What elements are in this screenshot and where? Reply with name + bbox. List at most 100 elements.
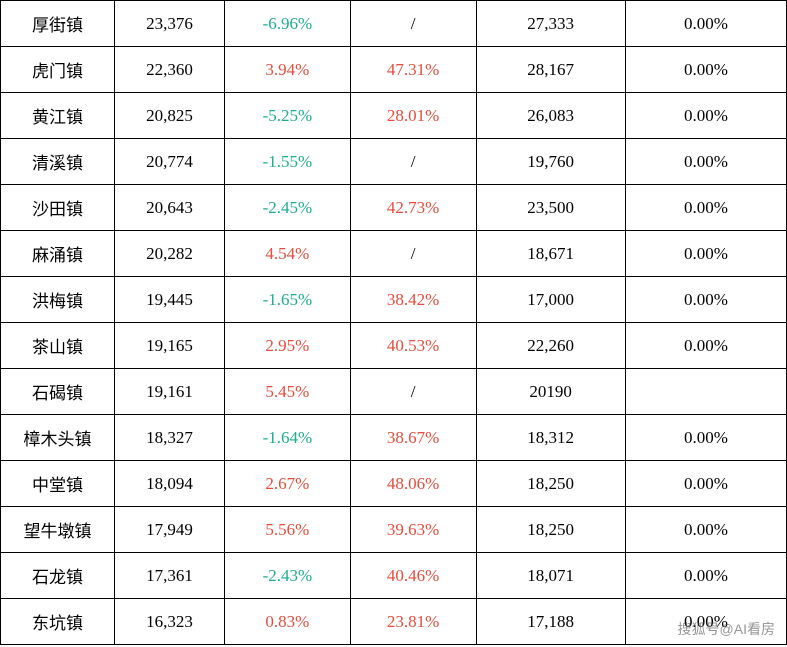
cell-name: 黄江镇 — [1, 93, 115, 139]
cell-price2: 18,312 — [476, 415, 625, 461]
table-row: 清溪镇20,774-1.55%/19,7600.00% — [1, 139, 787, 185]
cell-change1: 3.94% — [225, 47, 351, 93]
cell-change3: 0.00% — [625, 185, 786, 231]
cell-change1: 5.45% — [225, 369, 351, 415]
cell-change3: 0.00% — [625, 461, 786, 507]
table-row: 洪梅镇19,445-1.65%38.42%17,0000.00% — [1, 277, 787, 323]
cell-name: 沙田镇 — [1, 185, 115, 231]
table-row: 石龙镇17,361-2.43%40.46%18,0710.00% — [1, 553, 787, 599]
cell-price: 17,361 — [114, 553, 224, 599]
cell-price: 20,282 — [114, 231, 224, 277]
table-row: 望牛墩镇17,9495.56%39.63%18,2500.00% — [1, 507, 787, 553]
cell-price2: 22,260 — [476, 323, 625, 369]
cell-name: 石龙镇 — [1, 553, 115, 599]
cell-price: 18,094 — [114, 461, 224, 507]
cell-change3: 0.00% — [625, 277, 786, 323]
cell-change3: 0.00% — [625, 139, 786, 185]
price-table-container: 厚街镇23,376-6.96%/27,3330.00%虎门镇22,3603.94… — [0, 0, 787, 647]
cell-change3: 0.00% — [625, 1, 786, 47]
table-row: 中堂镇18,0942.67%48.06%18,2500.00% — [1, 461, 787, 507]
cell-change1: -2.45% — [225, 185, 351, 231]
cell-change3: 0.00% — [625, 415, 786, 461]
cell-name: 洪梅镇 — [1, 277, 115, 323]
table-row: 樟木头镇18,327-1.64%38.67%18,3120.00% — [1, 415, 787, 461]
cell-change1: -1.55% — [225, 139, 351, 185]
cell-change2: / — [350, 139, 476, 185]
cell-price: 16,323 — [114, 599, 224, 645]
cell-change3 — [625, 369, 786, 415]
cell-price: 19,165 — [114, 323, 224, 369]
cell-change1: 2.67% — [225, 461, 351, 507]
cell-change1: -1.65% — [225, 277, 351, 323]
cell-price2: 27,333 — [476, 1, 625, 47]
cell-price: 19,445 — [114, 277, 224, 323]
cell-change1: 4.54% — [225, 231, 351, 277]
cell-change2: 39.63% — [350, 507, 476, 553]
cell-name: 茶山镇 — [1, 323, 115, 369]
cell-change3: 0.00% — [625, 231, 786, 277]
table-row: 东坑镇16,3230.83%23.81%17,1880.00% — [1, 599, 787, 645]
cell-change2: / — [350, 369, 476, 415]
cell-change2: 38.42% — [350, 277, 476, 323]
cell-price2: 20190 — [476, 369, 625, 415]
cell-price2: 23,500 — [476, 185, 625, 231]
cell-change2: 40.53% — [350, 323, 476, 369]
table-row: 厚街镇23,376-6.96%/27,3330.00% — [1, 1, 787, 47]
cell-price2: 18,250 — [476, 507, 625, 553]
cell-change2: 38.67% — [350, 415, 476, 461]
cell-change2: / — [350, 231, 476, 277]
cell-change2: 28.01% — [350, 93, 476, 139]
cell-change2: / — [350, 1, 476, 47]
cell-change1: 0.83% — [225, 599, 351, 645]
cell-change2: 42.73% — [350, 185, 476, 231]
cell-change1: -5.25% — [225, 93, 351, 139]
cell-change2: 47.31% — [350, 47, 476, 93]
cell-name: 石碣镇 — [1, 369, 115, 415]
cell-price2: 28,167 — [476, 47, 625, 93]
cell-price: 20,643 — [114, 185, 224, 231]
cell-change3: 0.00% — [625, 93, 786, 139]
cell-name: 望牛墩镇 — [1, 507, 115, 553]
cell-change1: 5.56% — [225, 507, 351, 553]
cell-price: 22,360 — [114, 47, 224, 93]
table-row: 石碣镇19,1615.45%/20190 — [1, 369, 787, 415]
cell-name: 樟木头镇 — [1, 415, 115, 461]
cell-name: 清溪镇 — [1, 139, 115, 185]
cell-price: 20,774 — [114, 139, 224, 185]
cell-name: 厚街镇 — [1, 1, 115, 47]
cell-price: 19,161 — [114, 369, 224, 415]
cell-price2: 18,071 — [476, 553, 625, 599]
cell-change1: -2.43% — [225, 553, 351, 599]
cell-name: 虎门镇 — [1, 47, 115, 93]
cell-change3: 0.00% — [625, 599, 786, 645]
cell-price2: 17,000 — [476, 277, 625, 323]
cell-change3: 0.00% — [625, 507, 786, 553]
cell-price2: 17,188 — [476, 599, 625, 645]
cell-price: 20,825 — [114, 93, 224, 139]
table-row: 茶山镇19,1652.95%40.53%22,2600.00% — [1, 323, 787, 369]
cell-change2: 40.46% — [350, 553, 476, 599]
cell-price2: 19,760 — [476, 139, 625, 185]
cell-price2: 18,250 — [476, 461, 625, 507]
cell-price2: 18,671 — [476, 231, 625, 277]
cell-price2: 26,083 — [476, 93, 625, 139]
cell-change3: 0.00% — [625, 553, 786, 599]
cell-change2: 23.81% — [350, 599, 476, 645]
table-row: 麻涌镇20,2824.54%/18,6710.00% — [1, 231, 787, 277]
cell-change1: -1.64% — [225, 415, 351, 461]
cell-name: 东坑镇 — [1, 599, 115, 645]
table-row: 虎门镇22,3603.94%47.31%28,1670.00% — [1, 47, 787, 93]
cell-name: 中堂镇 — [1, 461, 115, 507]
cell-change2: 48.06% — [350, 461, 476, 507]
cell-change3: 0.00% — [625, 47, 786, 93]
cell-price: 23,376 — [114, 1, 224, 47]
cell-change3: 0.00% — [625, 323, 786, 369]
price-table: 厚街镇23,376-6.96%/27,3330.00%虎门镇22,3603.94… — [0, 0, 787, 645]
cell-price: 18,327 — [114, 415, 224, 461]
table-row: 沙田镇20,643-2.45%42.73%23,5000.00% — [1, 185, 787, 231]
table-row: 黄江镇20,825-5.25%28.01%26,0830.00% — [1, 93, 787, 139]
cell-price: 17,949 — [114, 507, 224, 553]
cell-change1: 2.95% — [225, 323, 351, 369]
cell-name: 麻涌镇 — [1, 231, 115, 277]
table-body: 厚街镇23,376-6.96%/27,3330.00%虎门镇22,3603.94… — [1, 1, 787, 645]
